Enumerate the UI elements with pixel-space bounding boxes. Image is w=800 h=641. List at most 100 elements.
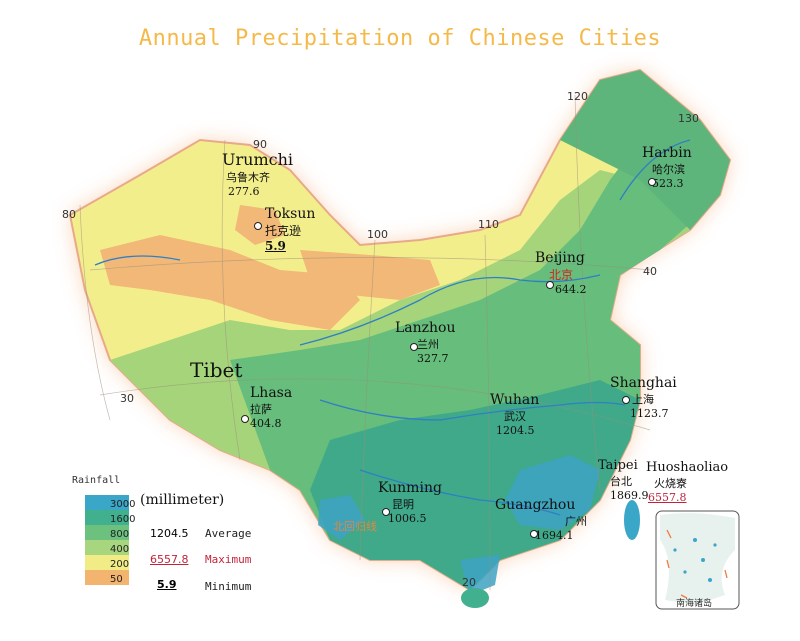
city-marker [622,396,630,404]
city-marker [530,530,538,538]
city-name: Harbin [642,145,692,161]
city-name: Taipei [598,458,638,473]
city-taipei: Taipei 台北 1869.9 [598,458,649,502]
longitude-label: 80 [62,208,76,221]
city-marker [648,178,656,186]
city-wuhan: Wuhan 武汉 1204.5 [490,392,539,437]
latitude-label: 40 [643,265,657,278]
city-name-zh: 北京 [549,268,574,282]
city-name-zh: 昆明 [392,498,414,511]
city-name-zh: 乌鲁木齐 [226,171,270,184]
city-kunming: Kunming 昆明 1006.5 [378,480,442,525]
legend-swatch [85,510,129,525]
legend-swatch [85,525,129,540]
legend-swatch [85,555,129,570]
city-value: 1123.7 [630,407,669,420]
legend-class-label: 800 [110,529,130,540]
city-beijing: Beijing 北京 644.2 [535,250,587,296]
graticule [79,94,651,591]
city-name: Wuhan [490,392,540,408]
legend-sample-average-text: Average [205,527,252,540]
city-name: Lanzhou [395,320,456,336]
map-title: Annual Precipitation of Chinese Cities [138,26,662,51]
city-value: 1204.5 [496,424,535,437]
hainan [461,588,489,608]
city-marker [241,415,249,423]
wet-zone [310,380,640,590]
city-value: 1694.1 [535,529,574,542]
tibet-label: Tibet [190,358,243,382]
legend-unit: (millimeter) [140,492,225,508]
longitude-label: 100 [367,228,388,241]
legend-class-label: 50 [110,574,123,585]
city-marker [254,222,262,230]
dry-zone [100,235,360,330]
legend-sample-average-value: 1204.5 [150,527,189,540]
city-value: 327.7 [417,352,449,365]
city-name: Guangzhou [495,497,576,513]
city-value: 277.6 [228,185,260,198]
city-value: 404.8 [250,417,282,430]
city-marker [546,281,554,289]
legend-class-label: 400 [110,544,130,555]
city-name: Kunming [378,480,442,496]
wettest-zone [505,455,600,530]
legend-swatch [85,570,129,585]
wettest-zone [318,495,365,540]
city-name-zh: 托克逊 [265,224,302,238]
tropic-label: 北回归线 [333,520,377,533]
latitude-label: 30 [120,392,134,405]
longitude-label: 110 [478,218,499,231]
city-name-zh: 火烧寮 [654,477,687,490]
city-name-zh: 武汉 [504,410,526,423]
legend-title: Rainfall [72,475,121,486]
city-name: Beijing [535,250,585,266]
legend-sample-maximum-value: 6557.8 [150,553,189,566]
city-lanzhou: Lanzhou 兰州 327.7 [395,320,456,365]
rivers [94,139,691,516]
green-zone [560,70,730,230]
legend-sample-minimum-value: 5.9 [157,578,177,591]
longitude-label: 120 [567,90,588,103]
dry-zone [300,250,440,300]
longitude-label: 130 [678,112,699,125]
legend-swatch [85,495,129,510]
city-shanghai: Shanghai 上海 1123.7 [610,375,677,420]
city-name-zh: 上海 [632,393,654,406]
city-name: Toksun [265,206,316,222]
city-value-minimum: 5.9 [265,239,286,253]
city-urumchi: Urumchi 乌鲁木齐 277.6 [222,150,293,198]
city-name: Huoshaoliao [646,460,729,475]
legend-class-label: 1600 [110,514,136,525]
city-name-zh: 台北 [610,475,632,488]
city-name: Urumchi [222,150,293,169]
legend-class-label: 200 [110,559,130,570]
taiwan [624,500,640,540]
city-value: 644.2 [555,283,587,296]
city-guangzhou: Guangzhou 广州 1694.1 [495,497,587,542]
legend-swatch [85,540,129,555]
city-lhasa: Lhasa 拉萨 404.8 [250,385,292,430]
city-value: 1869.9 [610,489,649,502]
city-marker [382,508,390,516]
city-marker [410,343,418,351]
city-name-zh: 兰州 [417,338,439,351]
city-name-zh: 广州 [565,515,587,528]
city-name: Shanghai [610,375,677,391]
city-name-zh: 哈尔滨 [652,163,685,176]
legend-sample-maximum-text: Maximum [205,553,252,566]
city-value: 523.3 [652,177,684,190]
city-value: 1006.5 [388,512,427,525]
longitude-label: 90 [253,138,267,151]
city-huoshaoliao: Huoshaoliao 火烧寮 6557.8 [646,460,728,504]
city-name: Lhasa [250,385,293,401]
city-name-zh: 拉萨 [250,403,272,416]
city-toksun: Toksun 托克逊 5.9 [265,206,315,253]
latitude-label: 20 [462,576,476,589]
south-china-sea-inset [655,510,740,610]
islands-label: 南海诸岛 [676,599,713,609]
legend-sample-minimum-text: Minimum [205,580,252,593]
city-value-maximum: 6557.8 [648,491,687,504]
legend-class-label: 3000 [110,499,136,510]
